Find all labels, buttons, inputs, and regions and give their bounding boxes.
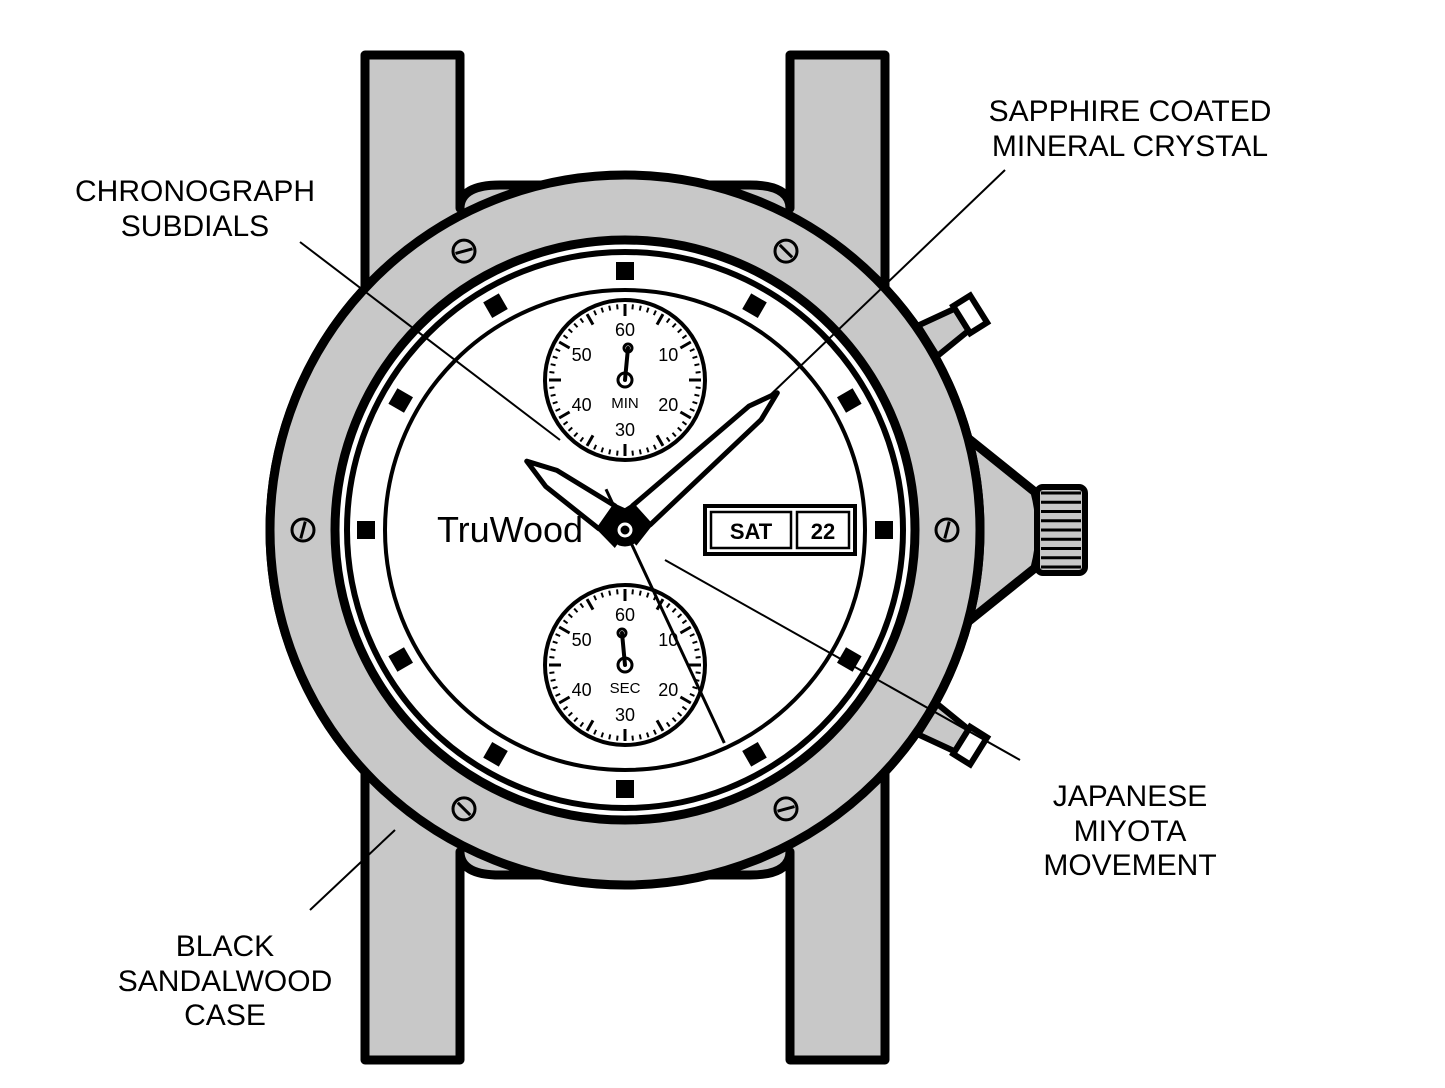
date-text: 22 <box>811 519 835 544</box>
svg-text:20: 20 <box>658 680 678 700</box>
center-cap <box>610 515 640 545</box>
svg-text:30: 30 <box>615 705 635 725</box>
subdial-top-label: MIN <box>611 395 639 412</box>
svg-text:20: 20 <box>658 395 678 415</box>
svg-text:30: 30 <box>615 420 635 440</box>
svg-text:50: 50 <box>572 345 592 365</box>
day-text: SAT <box>730 519 773 544</box>
svg-text:10: 10 <box>658 345 678 365</box>
svg-text:50: 50 <box>572 630 592 650</box>
svg-text:60: 60 <box>615 320 635 340</box>
label-sapphire-crystal: SAPPHIRE COATED MINERAL CRYSTAL <box>970 95 1290 164</box>
brand-text: TruWood <box>437 509 583 550</box>
svg-text:40: 40 <box>572 680 592 700</box>
subdial-bottom-label: SEC <box>610 680 641 697</box>
hour-marker <box>357 521 375 539</box>
label-chronograph-subdials: CHRONOGRAPH SUBDIALS <box>35 175 355 244</box>
hour-marker <box>616 780 634 798</box>
hour-marker <box>616 262 634 280</box>
label-japanese-miyota: JAPANESE MIYOTA MOVEMENT <box>970 780 1290 884</box>
svg-text:60: 60 <box>615 605 635 625</box>
svg-text:40: 40 <box>572 395 592 415</box>
label-sandalwood-case: BLACK SANDALWOOD CASE <box>65 930 385 1034</box>
hour-marker <box>875 521 893 539</box>
